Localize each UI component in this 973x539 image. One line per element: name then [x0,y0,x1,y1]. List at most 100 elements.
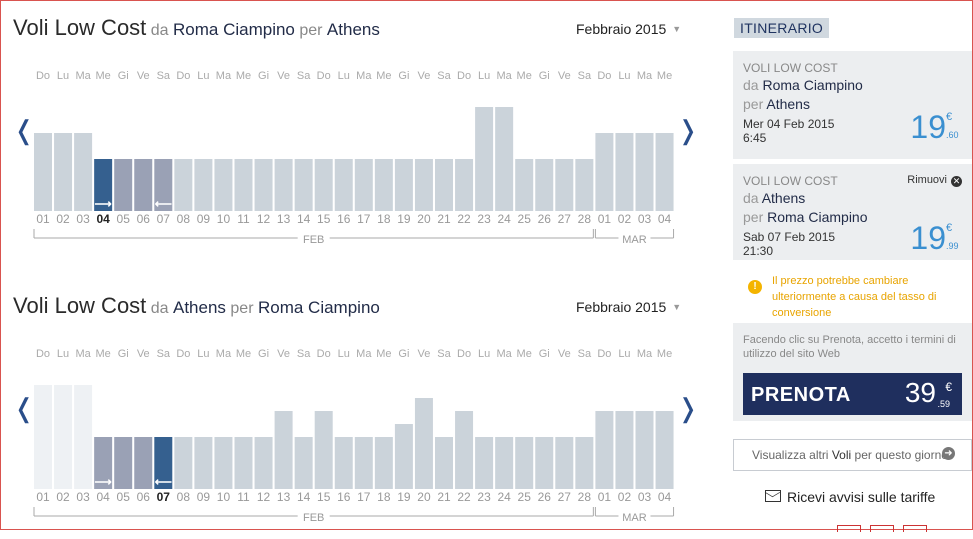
arrow-left-icon: ⟵ [155,475,172,489]
fare-bar[interactable] [455,159,474,211]
fare-bar[interactable] [374,159,393,211]
fare-bar[interactable] [194,159,213,211]
fare-alerts-link[interactable]: Ricevi avvisi sulle tariffe [765,489,935,505]
fare-bar[interactable] [74,133,93,211]
fare-bar[interactable] [515,159,534,211]
more-flights-button[interactable]: Visualizza altri Voli per questo giorno … [733,439,972,471]
fare-bar[interactable] [354,437,373,489]
weekday-label: Ma [637,348,653,360]
day-label: 13 [277,212,291,226]
day-label: 03 [638,212,652,226]
weekday-label: Ve [277,348,290,360]
fare-bar[interactable] [655,133,674,211]
fare-bar[interactable] [595,411,614,489]
weekday-label: Lu [478,70,490,82]
fare-bar[interactable] [134,159,153,211]
fare-bar[interactable] [354,159,373,211]
fare-bar[interactable] [334,159,353,211]
fare-bar[interactable] [414,159,433,211]
fare-bar[interactable] [495,437,514,489]
month-dropdown[interactable]: Febbraio 2015 ▼ [576,299,681,315]
fare-bar[interactable] [374,437,393,489]
fare-bar[interactable] [294,159,313,211]
weekday-label: Do [597,70,611,82]
weekday-label: Gi [258,70,269,82]
prev-month-arrow-icon[interactable]: ❬ [13,115,35,145]
weekday-label: Do [317,348,331,360]
fare-bar[interactable] [515,437,534,489]
fare-bar[interactable] [475,437,494,489]
fare-bar[interactable] [455,411,474,489]
prev-month-arrow-icon[interactable]: ❬ [13,393,35,423]
fare-bar[interactable] [114,159,133,211]
fare-bar[interactable] [34,133,52,211]
fare-bar[interactable] [394,424,413,489]
fare-bar[interactable] [154,159,173,211]
fare-bar[interactable] [334,437,353,489]
fare-bar[interactable] [294,437,313,489]
fare-bar[interactable] [314,411,333,489]
fare-bar[interactable] [615,133,634,211]
fare-bar[interactable] [615,411,634,489]
book-button[interactable]: PRENOTA 39 € .59 [743,373,962,415]
fare-bar [34,385,52,489]
fare-bar[interactable] [314,159,333,211]
fare-bar[interactable] [555,159,574,211]
next-month-arrow-icon[interactable]: ❭ [677,115,699,145]
next-month-arrow-icon[interactable]: ❭ [677,393,699,423]
fare-bar[interactable] [274,411,293,489]
weekday-label: Lu [338,70,350,82]
fare-bar[interactable] [435,159,453,211]
fare-bar[interactable] [94,437,113,489]
weekday-label: Ma [356,348,372,360]
fare-bar[interactable] [535,437,554,489]
fare-bar[interactable] [174,437,193,489]
day-label: 14 [297,490,311,504]
fare-bar[interactable] [575,437,594,489]
fare-bar[interactable] [655,411,674,489]
day-label: 18 [377,212,391,226]
book-price-decimals: .59 [937,399,950,409]
weekday-label: Me [657,348,672,360]
destination: Roma Ciampino [257,298,380,317]
fare-bar[interactable] [254,159,273,211]
itinerary-leg-return: VOLI LOW COST Rimuovi ✕ da Athens per Rom… [733,164,972,260]
day-label: 09 [197,212,211,226]
fare-bar[interactable] [194,437,213,489]
fare-bar[interactable] [134,437,153,489]
fare-bar[interactable] [234,159,253,211]
fare-bar[interactable] [394,159,413,211]
fare-bar[interactable] [635,133,654,211]
day-label: 10 [217,212,231,226]
fare-bar[interactable] [254,437,273,489]
fare-bar[interactable] [274,159,293,211]
day-label: 14 [297,212,311,226]
fare-bar[interactable] [435,437,453,489]
fare-bar[interactable] [555,437,574,489]
remove-leg-button[interactable]: Rimuovi ✕ [907,174,962,187]
fare-bar[interactable] [214,159,233,211]
fare-bar[interactable] [575,159,594,211]
fare-bar[interactable] [94,159,113,211]
fare-bar[interactable] [154,437,173,489]
fare-bar[interactable] [414,398,433,489]
more-flights-pre: Visualizza altri [752,448,829,462]
weekday-label: Lu [618,348,630,360]
fare-bar[interactable] [214,437,233,489]
fare-bar[interactable] [635,411,654,489]
fare-bar[interactable] [114,437,133,489]
fare-bar[interactable] [234,437,253,489]
fare-bar[interactable] [495,107,514,211]
fare-bar[interactable] [475,107,494,211]
fare-bar[interactable] [54,133,73,211]
month-dropdown[interactable]: Febbraio 2015 ▼ [576,21,681,37]
day-label: 11 [237,212,250,226]
from-prep: da [150,300,169,317]
day-label: 07 [157,490,171,504]
fare-bar[interactable] [595,133,614,211]
day-label: 01 [36,212,50,226]
fare-bar[interactable] [535,159,554,211]
day-label: 03 [76,212,90,226]
fare-bar[interactable] [174,159,193,211]
arrow-right-icon: ⟶ [95,197,112,211]
